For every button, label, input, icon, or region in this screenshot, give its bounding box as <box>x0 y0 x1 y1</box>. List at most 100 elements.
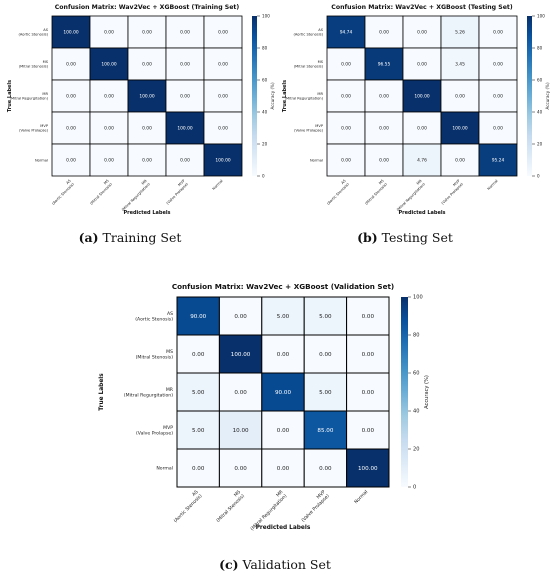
cell-value-label: 0.00 <box>142 62 152 68</box>
cell-value-label: 95.24 <box>492 158 505 164</box>
cell-value-label: 0.00 <box>142 126 152 132</box>
heatmap-cell <box>346 334 390 374</box>
cell-value-label: 0.00 <box>180 158 190 164</box>
caption-label: Testing Set <box>381 230 453 245</box>
caption-testing: (b) Testing Set <box>335 230 475 245</box>
cell-value-label: 0.00 <box>379 30 389 36</box>
heatmap-cell <box>364 111 404 145</box>
cell-value-label: 0.00 <box>379 126 389 132</box>
heatmap-cell <box>440 15 480 49</box>
heatmap-cell <box>402 47 442 81</box>
row-tick-label: MR <box>166 387 174 393</box>
colorbar-tick-label: 100 <box>537 13 545 18</box>
heatmap-cell <box>478 15 518 49</box>
heatmap-cell <box>89 143 129 177</box>
column-tick-text: Normal <box>487 179 499 191</box>
colorbar-tick-label: 60 <box>262 77 268 82</box>
confusion-matrix-training: Confusion Matrix: Wav2Vec + XGBoost (Tra… <box>0 0 275 230</box>
heatmap-cell <box>303 296 348 336</box>
cell-value-label: 100.00 <box>177 126 193 132</box>
column-tick-text: MR <box>141 179 148 186</box>
row-tick-label: MR <box>317 92 323 96</box>
cell-value-label: 3.45 <box>455 62 465 68</box>
cell-value-label: 0.00 <box>66 62 76 68</box>
cell-value-label: 10.00 <box>233 428 249 434</box>
caption-label: Validation Set <box>242 557 331 572</box>
colorbar-tick-label: 80 <box>413 333 419 339</box>
cell-value-label: 0.00 <box>277 352 290 358</box>
heatmap-cell <box>165 111 205 145</box>
cell-value-label: 0.00 <box>104 158 114 164</box>
cell-value-label: 5.00 <box>319 390 332 396</box>
heatmap-cell <box>478 79 518 113</box>
row-tick-label: MVP <box>315 124 324 128</box>
row-tick-label: Normal <box>35 158 48 162</box>
caption-validation: (c) Validation Set <box>175 557 375 572</box>
colorbar-tick-label: 80 <box>262 45 268 50</box>
heatmap-cell <box>303 334 348 374</box>
heatmap-cell <box>303 410 348 450</box>
colorbar-tick-label: 0 <box>537 173 540 178</box>
x-axis-label: Predicted Labels <box>398 210 445 216</box>
heatmap-cell <box>440 111 480 145</box>
row-tick-label: MVP <box>163 425 173 431</box>
colorbar-tick-label: 20 <box>537 141 543 146</box>
row-tick-label: Normal <box>310 158 323 162</box>
cell-value-label: 0.00 <box>66 126 76 132</box>
cell-value-label: 0.00 <box>362 314 375 320</box>
cell-value-label: 0.00 <box>104 30 114 36</box>
cell-value-label: 85.00 <box>317 428 333 434</box>
column-tick-label: MR(Mitral Regurgitation) <box>396 179 426 213</box>
colorbar-tick-label: 60 <box>537 77 543 82</box>
row-tick-label: MS <box>318 60 324 64</box>
heatmap-cell <box>346 448 390 488</box>
cell-value-label: 100.00 <box>215 158 231 164</box>
caption-tag: (b) <box>357 230 378 245</box>
heatmap-cell <box>127 47 167 81</box>
colorbar-tick-label: 100 <box>262 13 270 18</box>
cell-value-label: 0.00 <box>362 390 375 396</box>
colorbar-tick-label: 100 <box>413 295 423 301</box>
column-tick-text: (Mitral Stenosis) <box>89 182 113 206</box>
cell-value-label: 0.00 <box>493 62 503 68</box>
column-tick-text: MS <box>378 178 385 185</box>
cell-value-label: 0.00 <box>341 62 351 68</box>
heatmap-cell <box>326 143 366 177</box>
column-tick-text: (Aortic Stenosis) <box>326 182 350 206</box>
cell-value-label: 0.00 <box>142 158 152 164</box>
column-tick-text: Normal <box>212 179 224 191</box>
column-tick-text: MVP <box>316 489 327 500</box>
cell-value-label: 0.00 <box>218 126 228 132</box>
cell-value-label: 0.00 <box>218 94 228 100</box>
cell-value-label: 0.00 <box>180 94 190 100</box>
column-tick-text: Normal <box>353 489 369 505</box>
heatmap-cell <box>303 448 348 488</box>
colorbar-label: Accuracy (%) <box>270 82 275 109</box>
colorbar-tick-label: 0 <box>413 485 416 491</box>
heatmap-cell <box>203 143 243 177</box>
column-tick-text: MR <box>416 179 423 186</box>
caption-label: Training Set <box>102 230 182 245</box>
cell-value-label: 5.00 <box>192 428 205 434</box>
row-tick-label: (Aortic Stenosis) <box>293 33 323 37</box>
heatmap-cell <box>203 111 243 145</box>
row-tick-label: (Mitral Regurgitation) <box>124 392 173 398</box>
cell-value-label: 5.26 <box>455 30 465 36</box>
confusion-matrix-validation: Confusion Matrix: Wav2Vec + XGBoost (Val… <box>95 275 455 535</box>
chart-title: Confusion Matrix: Wav2Vec + XGBoost (Val… <box>172 282 394 291</box>
row-tick-label: (Mitral Stenosis) <box>294 65 324 69</box>
cell-value-label: 94.74 <box>340 30 353 36</box>
colorbar-tick-label: 80 <box>537 45 543 50</box>
column-tick-text: (Mitral Stenosis) <box>215 493 246 524</box>
colorbar-tick-label: 0 <box>262 173 265 178</box>
cell-value-label: 0.00 <box>192 352 205 358</box>
heatmap-cell <box>51 15 91 49</box>
cell-value-label: 0.00 <box>319 352 332 358</box>
column-tick-label: MVP(Valve Prolapse) <box>166 178 190 205</box>
row-tick-label: (Mitral Stenosis) <box>19 65 49 69</box>
column-tick-label: Normal <box>212 179 224 191</box>
cell-value-label: 5.00 <box>277 314 290 320</box>
cell-value-label: 0.00 <box>66 94 76 100</box>
column-tick-text: MS <box>233 489 242 498</box>
row-tick-label: Normal <box>156 466 173 472</box>
